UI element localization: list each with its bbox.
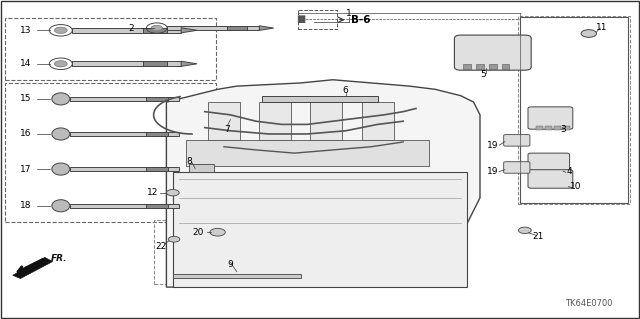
Text: 2: 2 [129,24,134,33]
Bar [70,132,179,136]
FancyBboxPatch shape [454,35,531,70]
Bar [489,64,497,69]
Bar [298,10,337,29]
Polygon shape [166,80,480,287]
Ellipse shape [52,163,70,175]
Circle shape [151,25,163,31]
Bar [70,204,179,208]
Bar [227,26,247,30]
Bar [154,220,339,284]
Bar [502,64,509,69]
Bar [146,167,168,171]
FancyBboxPatch shape [504,135,530,146]
Polygon shape [259,26,274,30]
Text: 9: 9 [228,260,233,269]
Bar [146,132,168,136]
Bar [70,97,179,101]
Circle shape [581,30,596,37]
Bar [72,28,181,33]
Text: 13: 13 [20,26,31,35]
FancyBboxPatch shape [528,107,573,129]
Text: ■: ■ [296,14,305,24]
Circle shape [166,189,179,196]
Bar [72,61,181,66]
Text: 21: 21 [532,232,543,241]
Polygon shape [13,257,52,278]
Text: 17: 17 [20,165,31,174]
Text: 1: 1 [346,9,351,18]
Text: 14: 14 [20,59,31,68]
FancyBboxPatch shape [528,170,573,188]
Text: 12: 12 [147,188,158,197]
Bar [518,16,630,204]
Text: 4: 4 [567,167,572,176]
Text: 10: 10 [570,182,582,191]
Bar [262,96,378,102]
Text: 19: 19 [487,167,499,176]
Text: 11: 11 [596,23,607,32]
Text: 5: 5 [481,70,486,79]
Bar [143,28,167,33]
FancyBboxPatch shape [504,162,530,173]
Text: B-6: B-6 [351,15,370,25]
Polygon shape [181,61,197,66]
Bar [476,64,484,69]
Bar [143,61,167,66]
Text: TK64E0700: TK64E0700 [565,299,612,308]
Bar [463,64,471,69]
Bar [554,126,561,130]
Bar [310,102,342,140]
Circle shape [54,61,67,67]
Text: 7: 7 [225,125,230,134]
Circle shape [210,228,225,236]
Bar [186,140,429,166]
Text: 22: 22 [156,242,167,251]
Bar [208,102,240,140]
Text: 18: 18 [20,201,31,210]
Bar [146,204,168,208]
Bar [563,126,570,130]
Text: 20: 20 [193,228,204,237]
Text: 16: 16 [20,130,31,138]
FancyBboxPatch shape [528,153,570,172]
Circle shape [518,227,531,234]
Text: FR.: FR. [51,254,68,263]
Bar [189,164,214,172]
Text: 3: 3 [561,125,566,134]
Text: 15: 15 [20,94,31,103]
Text: 8: 8 [186,157,191,166]
Bar [173,274,301,278]
Bar [362,102,394,140]
Bar [146,97,168,101]
Text: 19: 19 [487,141,499,150]
Bar [536,126,543,130]
Bar [545,126,552,130]
Bar [70,167,179,171]
Ellipse shape [52,200,70,212]
Ellipse shape [52,93,70,105]
Bar [259,102,291,140]
Bar [173,172,467,287]
Bar [520,17,628,203]
Text: 6: 6 [343,86,348,95]
Ellipse shape [52,128,70,140]
Circle shape [54,27,67,33]
Polygon shape [181,28,197,33]
Circle shape [168,236,180,242]
Bar [167,26,259,30]
